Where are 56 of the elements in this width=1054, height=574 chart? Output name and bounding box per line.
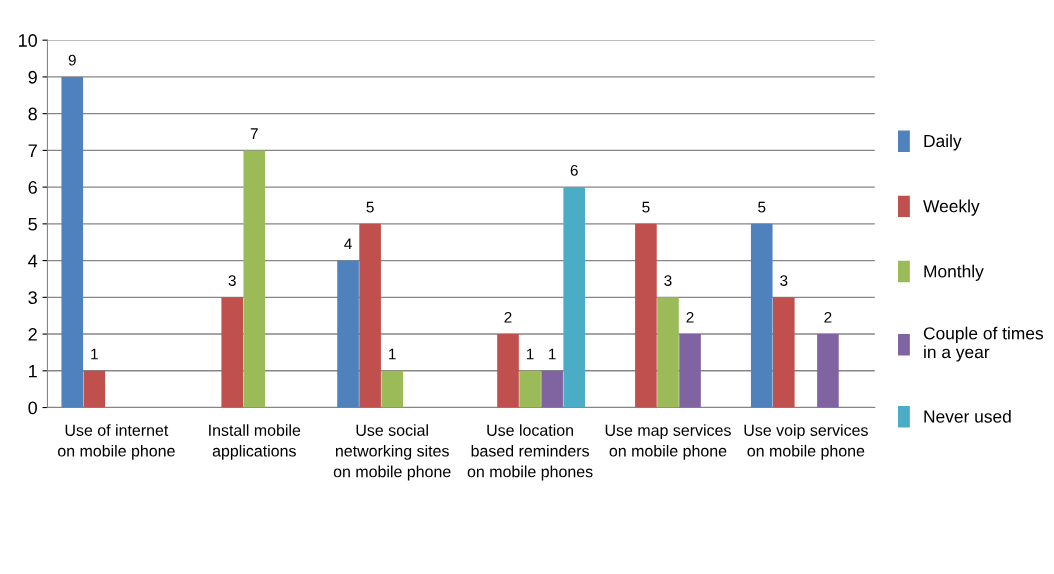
y-tick-label: 9 (28, 70, 37, 84)
y-tick-label: 3 (28, 291, 37, 305)
legend-label: Weekly (923, 199, 980, 216)
x-tick-label: Use of internet on mobile phone (58, 424, 175, 460)
bar (381, 370, 403, 408)
data-label: 5 (758, 201, 766, 213)
bar (657, 297, 679, 408)
legend-label: Couple of times in a year (923, 326, 1044, 362)
bar (541, 370, 563, 408)
x-tick-label: Use location based reminders on mobile phones (467, 424, 593, 481)
y-tick-label: 1 (29, 364, 37, 378)
x-tick-label: Install mobile applications (209, 424, 301, 460)
bar (750, 223, 773, 408)
bar (83, 370, 106, 408)
bar (679, 334, 701, 408)
bar (221, 297, 244, 408)
legend-label: Monthly (924, 264, 984, 281)
data-label: 2 (824, 311, 832, 323)
data-label: 9 (68, 54, 76, 66)
bar (61, 76, 84, 408)
y-tick-label: 0 (28, 401, 37, 415)
data-label: 3 (780, 275, 788, 286)
y-tick-label: 7 (28, 144, 37, 157)
data-label: 1 (526, 348, 534, 360)
x-tick-label: Use map services on mobile phone (605, 424, 731, 460)
data-label: 3 (228, 275, 236, 286)
bar (817, 334, 839, 408)
data-label: 2 (686, 311, 694, 323)
data-label: 1 (91, 348, 98, 360)
bar (497, 334, 519, 408)
bar (337, 260, 359, 408)
bar (773, 297, 795, 408)
bar (635, 223, 657, 408)
data-label: 2 (504, 311, 512, 323)
legend-label: Daily (924, 134, 962, 151)
y-tick-label: 8 (28, 107, 37, 121)
y-tick-label: 5 (28, 217, 37, 231)
bar (359, 223, 381, 408)
x-tick-label: Use voip services on mobile phone (744, 424, 868, 460)
x-tick-label: Use social networking sites on mobile phone (333, 424, 451, 481)
data-label: 6 (570, 164, 578, 176)
legend-label: Never used (924, 409, 1011, 423)
data-label: 1 (549, 348, 556, 360)
data-label: 4 (344, 238, 352, 250)
y-tick-label: 2 (28, 328, 37, 341)
y-tick-label: 10 (19, 34, 37, 47)
bar (519, 370, 541, 408)
data-label: 5 (366, 201, 374, 213)
y-tick-label: 6 (28, 181, 37, 194)
data-label: 7 (250, 128, 258, 139)
bar (563, 187, 586, 408)
y-tick-label: 4 (28, 254, 38, 268)
data-label: 3 (664, 275, 672, 286)
data-label: 5 (642, 201, 650, 213)
bar (243, 150, 266, 408)
data-label: 1 (389, 348, 396, 360)
